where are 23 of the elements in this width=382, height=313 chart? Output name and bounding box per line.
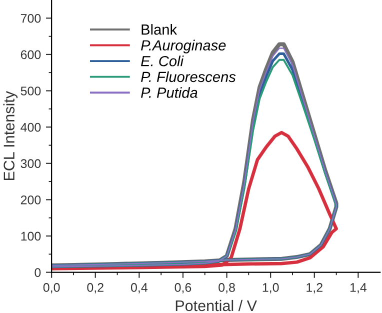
legend-label: P.Auroginase [141, 40, 226, 54]
y-tick-label: 700 [20, 14, 41, 23]
x-tick-label: 1,4 [350, 283, 367, 294]
y-tick-label: 600 [20, 50, 41, 60]
x-tick-label: 0,0 [43, 283, 60, 294]
legend-label: P. Putida [141, 87, 198, 98]
x-tick-label: 0,4 [130, 283, 148, 294]
legend-label: Blank [142, 24, 178, 35]
y-tick-label: 200 [20, 195, 41, 204]
y-tick-label: 500 [20, 86, 41, 96]
x-tick-label: 0,6 [174, 283, 192, 294]
y-tick-label: 0 [34, 268, 41, 277]
x-tick-label: 0,2 [87, 283, 104, 294]
legend-label: P. Fluorescens [141, 71, 236, 82]
x-tick-label: 0,8 [218, 283, 235, 294]
y-axis-title: ECL Intensity [3, 91, 18, 180]
y-tick-label: 100 [21, 232, 41, 241]
y-tick-label: 400 [20, 122, 41, 132]
x-axis-title: Potential / V [176, 300, 257, 312]
x-tick-label: 1,0 [262, 283, 279, 294]
x-tick-label: 1,2 [306, 283, 322, 294]
y-tick-label: 300 [20, 159, 41, 168]
legend-label: E. Coli [141, 56, 184, 66]
